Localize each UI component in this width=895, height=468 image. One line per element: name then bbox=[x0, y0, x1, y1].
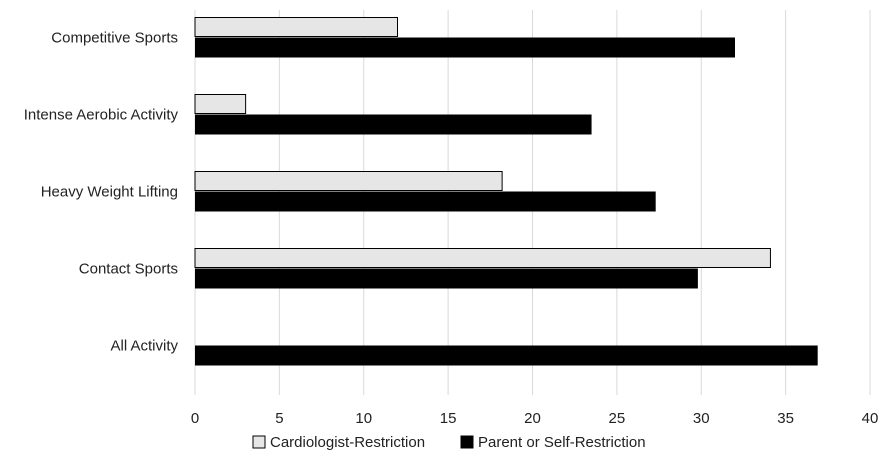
category-labels: Competitive Sports Intense Aerobic Activi… bbox=[24, 30, 179, 355]
x-tick-label: 0 bbox=[191, 410, 199, 427]
category-label: All Activity bbox=[110, 338, 178, 355]
x-tick-label: 35 bbox=[777, 410, 794, 427]
category-label: Intense Aerobic Activity bbox=[24, 107, 179, 124]
bar-parent-self-0 bbox=[195, 37, 735, 58]
category-label: Competitive Sports bbox=[51, 30, 178, 47]
category-label: Contact Sports bbox=[79, 261, 178, 278]
bars bbox=[194, 17, 818, 366]
x-tick-label: 30 bbox=[693, 410, 710, 427]
bar-cardiologist-2 bbox=[194, 171, 503, 191]
bar-parent-self-3 bbox=[195, 268, 698, 289]
x-tick-label: 5 bbox=[275, 410, 283, 427]
x-tick-label: 15 bbox=[440, 410, 457, 427]
x-axis-tick-labels: 0 5 10 15 20 25 30 35 40 bbox=[191, 410, 879, 427]
legend-swatch-1 bbox=[460, 435, 474, 449]
legend-label-1: Parent or Self-Restriction bbox=[478, 434, 646, 451]
category-label: Heavy Weight Lifting bbox=[41, 184, 178, 201]
legend-label-0: Cardiologist-Restriction bbox=[270, 434, 425, 451]
x-tick-label: 20 bbox=[524, 410, 541, 427]
bar-cardiologist-0 bbox=[194, 17, 398, 37]
legend: Cardiologist-Restriction Parent or Self-R… bbox=[252, 434, 646, 451]
x-tick-label: 10 bbox=[355, 410, 372, 427]
bar-parent-self-2 bbox=[195, 191, 656, 212]
bar-cardiologist-3 bbox=[194, 248, 771, 268]
bar-parent-self-1 bbox=[195, 114, 592, 135]
bar-parent-self-4 bbox=[195, 345, 818, 366]
legend-swatch-0 bbox=[252, 435, 266, 449]
x-tick-label: 25 bbox=[609, 410, 626, 427]
x-tick-label: 40 bbox=[862, 410, 879, 427]
bar-cardiologist-1 bbox=[194, 94, 247, 114]
